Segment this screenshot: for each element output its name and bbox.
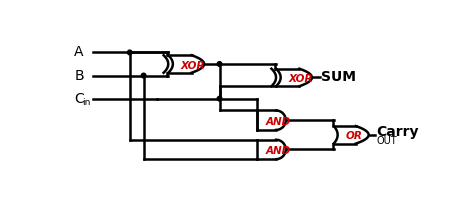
Circle shape: [141, 73, 146, 78]
Text: B: B: [74, 69, 84, 83]
Text: XOR: XOR: [181, 61, 205, 70]
Text: AND: AND: [266, 146, 291, 156]
Text: Carry: Carry: [376, 125, 419, 139]
Text: OR: OR: [346, 131, 362, 141]
Text: A: A: [74, 46, 84, 60]
Circle shape: [217, 62, 222, 66]
Text: in: in: [82, 98, 91, 107]
Text: OUT: OUT: [376, 136, 397, 146]
Text: C: C: [74, 92, 84, 106]
Text: SUM: SUM: [321, 70, 356, 84]
Text: XOR: XOR: [288, 74, 313, 84]
Text: AND: AND: [266, 117, 291, 127]
Circle shape: [128, 50, 132, 55]
Circle shape: [217, 96, 222, 101]
